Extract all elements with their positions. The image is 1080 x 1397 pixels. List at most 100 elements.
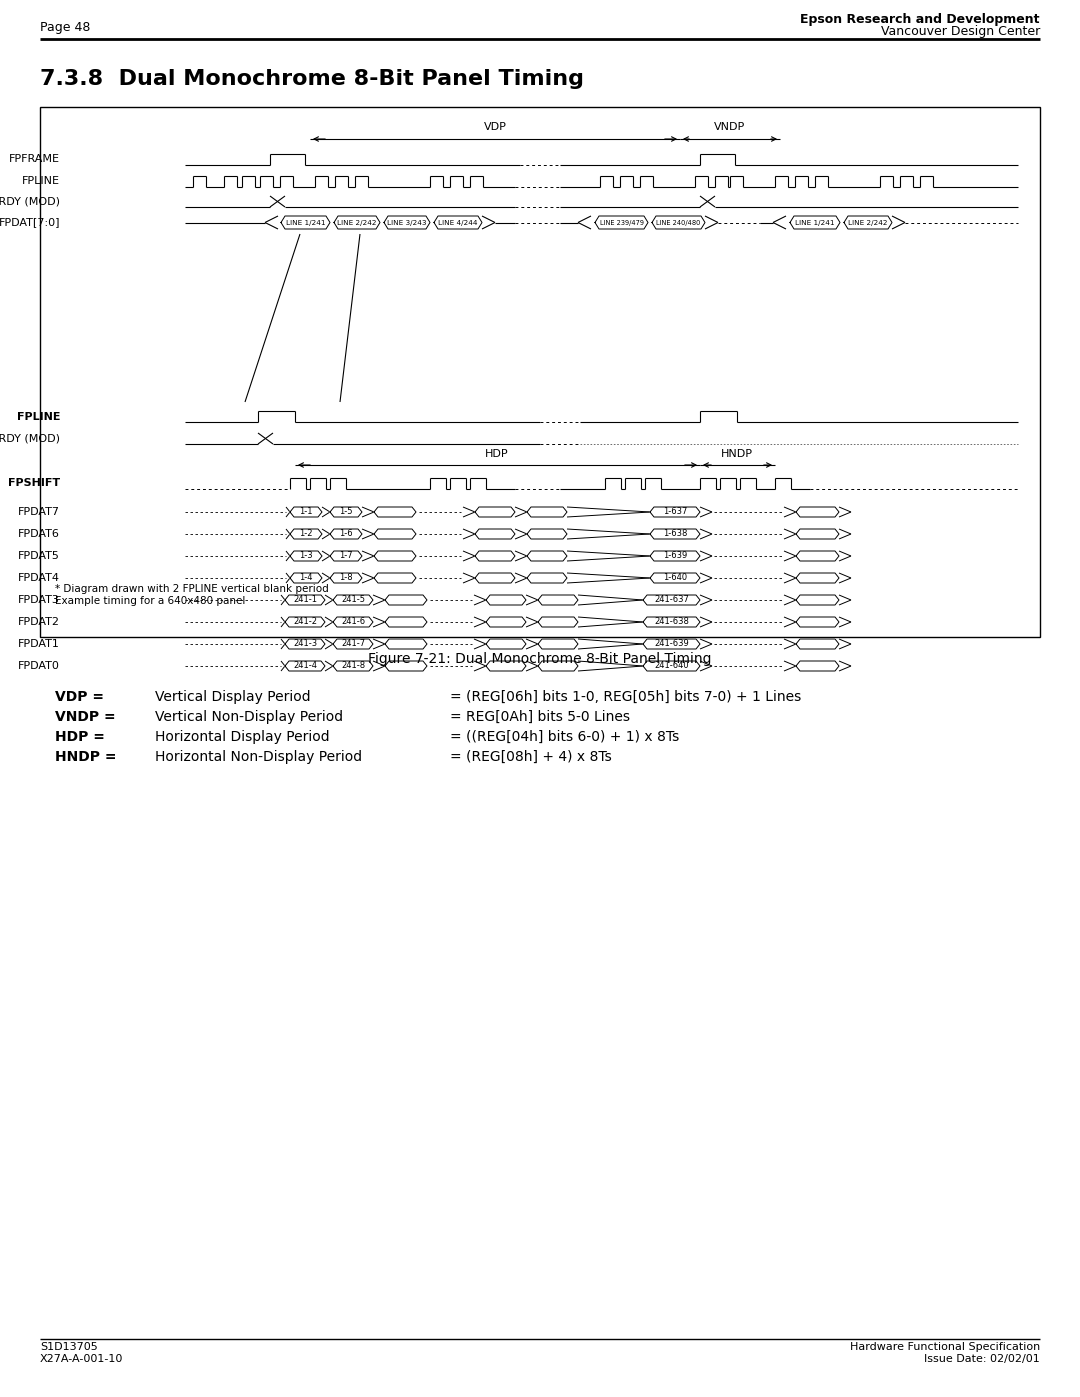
Text: 241-3: 241-3 bbox=[293, 640, 318, 648]
Text: HNDP: HNDP bbox=[721, 448, 753, 460]
Text: 241-639: 241-639 bbox=[654, 640, 689, 648]
Text: VNDP: VNDP bbox=[714, 122, 745, 131]
Polygon shape bbox=[796, 661, 839, 671]
Polygon shape bbox=[330, 529, 362, 539]
Text: 241-638: 241-638 bbox=[654, 617, 689, 626]
Polygon shape bbox=[374, 573, 416, 583]
Text: 241-1: 241-1 bbox=[293, 595, 318, 605]
Polygon shape bbox=[333, 661, 373, 671]
Polygon shape bbox=[285, 595, 325, 605]
Polygon shape bbox=[291, 529, 322, 539]
Polygon shape bbox=[527, 573, 567, 583]
Polygon shape bbox=[796, 595, 839, 605]
Polygon shape bbox=[330, 550, 362, 562]
Polygon shape bbox=[486, 617, 526, 627]
Text: FPSHIFT: FPSHIFT bbox=[8, 479, 60, 489]
Text: VDP: VDP bbox=[484, 122, 507, 131]
Text: = (REG[06h] bits 1-0, REG[05h] bits 7-0) + 1 Lines: = (REG[06h] bits 1-0, REG[05h] bits 7-0)… bbox=[450, 690, 801, 704]
Polygon shape bbox=[434, 217, 482, 229]
Text: LINE 1/241: LINE 1/241 bbox=[795, 219, 835, 225]
Text: 1-1: 1-1 bbox=[299, 507, 313, 517]
Text: 7.3.8  Dual Monochrome 8-Bit Panel Timing: 7.3.8 Dual Monochrome 8-Bit Panel Timing bbox=[40, 68, 584, 89]
Text: Issue Date: 02/02/01: Issue Date: 02/02/01 bbox=[924, 1354, 1040, 1363]
Text: FPDAT4: FPDAT4 bbox=[18, 573, 60, 583]
Text: LINE 239/479: LINE 239/479 bbox=[599, 219, 644, 225]
Polygon shape bbox=[796, 573, 839, 583]
Text: Example timing for a 640x480 panel: Example timing for a 640x480 panel bbox=[55, 597, 245, 606]
Polygon shape bbox=[374, 507, 416, 517]
Polygon shape bbox=[475, 573, 515, 583]
Text: VNDP =: VNDP = bbox=[55, 710, 116, 724]
Polygon shape bbox=[486, 595, 526, 605]
Text: FPLINE: FPLINE bbox=[22, 176, 60, 187]
Polygon shape bbox=[527, 507, 567, 517]
Polygon shape bbox=[643, 617, 700, 627]
Text: LINE 1/241: LINE 1/241 bbox=[286, 219, 325, 225]
Polygon shape bbox=[643, 661, 700, 671]
Text: 1-7: 1-7 bbox=[339, 552, 353, 560]
Text: = REG[0Ah] bits 5-0 Lines: = REG[0Ah] bits 5-0 Lines bbox=[450, 710, 630, 724]
Polygon shape bbox=[281, 217, 330, 229]
Text: 241-637: 241-637 bbox=[654, 595, 689, 605]
Text: X27A-A-001-10: X27A-A-001-10 bbox=[40, 1354, 123, 1363]
Text: Vancouver Design Center: Vancouver Design Center bbox=[881, 25, 1040, 38]
Polygon shape bbox=[527, 529, 567, 539]
Text: LINE 4/244: LINE 4/244 bbox=[438, 219, 477, 225]
Text: Horizontal Non-Display Period: Horizontal Non-Display Period bbox=[156, 750, 362, 764]
Text: FPFRAME: FPFRAME bbox=[9, 155, 60, 165]
Text: 241-6: 241-6 bbox=[341, 617, 365, 626]
Polygon shape bbox=[538, 617, 578, 627]
Text: = (REG[08h] + 4) x 8Ts: = (REG[08h] + 4) x 8Ts bbox=[450, 750, 611, 764]
Polygon shape bbox=[475, 550, 515, 562]
Text: Page 48: Page 48 bbox=[40, 21, 91, 34]
Polygon shape bbox=[285, 661, 325, 671]
Polygon shape bbox=[796, 638, 839, 650]
Text: Hardware Functional Specification: Hardware Functional Specification bbox=[850, 1343, 1040, 1352]
Polygon shape bbox=[330, 507, 362, 517]
Polygon shape bbox=[650, 573, 700, 583]
Text: S1D13705: S1D13705 bbox=[40, 1343, 98, 1352]
Text: HDP: HDP bbox=[485, 448, 509, 460]
Text: 241-640: 241-640 bbox=[654, 662, 689, 671]
Text: FPDAT[7:0]: FPDAT[7:0] bbox=[0, 218, 60, 228]
Text: 1-3: 1-3 bbox=[299, 552, 313, 560]
Polygon shape bbox=[384, 595, 427, 605]
Polygon shape bbox=[285, 638, 325, 650]
Text: 1-638: 1-638 bbox=[663, 529, 687, 538]
Polygon shape bbox=[796, 529, 839, 539]
Polygon shape bbox=[330, 573, 362, 583]
Polygon shape bbox=[291, 507, 322, 517]
Text: LINE 2/242: LINE 2/242 bbox=[337, 219, 377, 225]
Text: 241-5: 241-5 bbox=[341, 595, 365, 605]
Text: 241-4: 241-4 bbox=[293, 662, 318, 671]
Polygon shape bbox=[384, 661, 427, 671]
Polygon shape bbox=[796, 617, 839, 627]
Text: Epson Research and Development: Epson Research and Development bbox=[800, 13, 1040, 25]
Polygon shape bbox=[538, 638, 578, 650]
Text: LINE 240/480: LINE 240/480 bbox=[657, 219, 701, 225]
Text: FPDAT5: FPDAT5 bbox=[18, 550, 60, 562]
Polygon shape bbox=[652, 217, 705, 229]
Polygon shape bbox=[334, 217, 380, 229]
Polygon shape bbox=[374, 529, 416, 539]
Bar bbox=[40, 108, 1040, 637]
Polygon shape bbox=[538, 595, 578, 605]
Text: = ((REG[04h] bits 6-0) + 1) x 8Ts: = ((REG[04h] bits 6-0) + 1) x 8Ts bbox=[450, 731, 679, 745]
Text: Horizontal Display Period: Horizontal Display Period bbox=[156, 731, 329, 745]
Polygon shape bbox=[796, 550, 839, 562]
Polygon shape bbox=[527, 550, 567, 562]
Polygon shape bbox=[374, 550, 416, 562]
Polygon shape bbox=[643, 638, 700, 650]
Text: * Diagram drawn with 2 FPLINE vertical blank period: * Diagram drawn with 2 FPLINE vertical b… bbox=[55, 584, 328, 594]
Text: 1-639: 1-639 bbox=[663, 552, 687, 560]
Polygon shape bbox=[333, 617, 373, 627]
Polygon shape bbox=[333, 638, 373, 650]
Text: 1-640: 1-640 bbox=[663, 574, 687, 583]
Text: LINE 2/242: LINE 2/242 bbox=[848, 219, 888, 225]
Text: 1-8: 1-8 bbox=[339, 574, 353, 583]
Polygon shape bbox=[796, 507, 839, 517]
Polygon shape bbox=[650, 529, 700, 539]
Polygon shape bbox=[650, 550, 700, 562]
Text: HDP =: HDP = bbox=[55, 731, 105, 745]
Text: 241-8: 241-8 bbox=[341, 662, 365, 671]
